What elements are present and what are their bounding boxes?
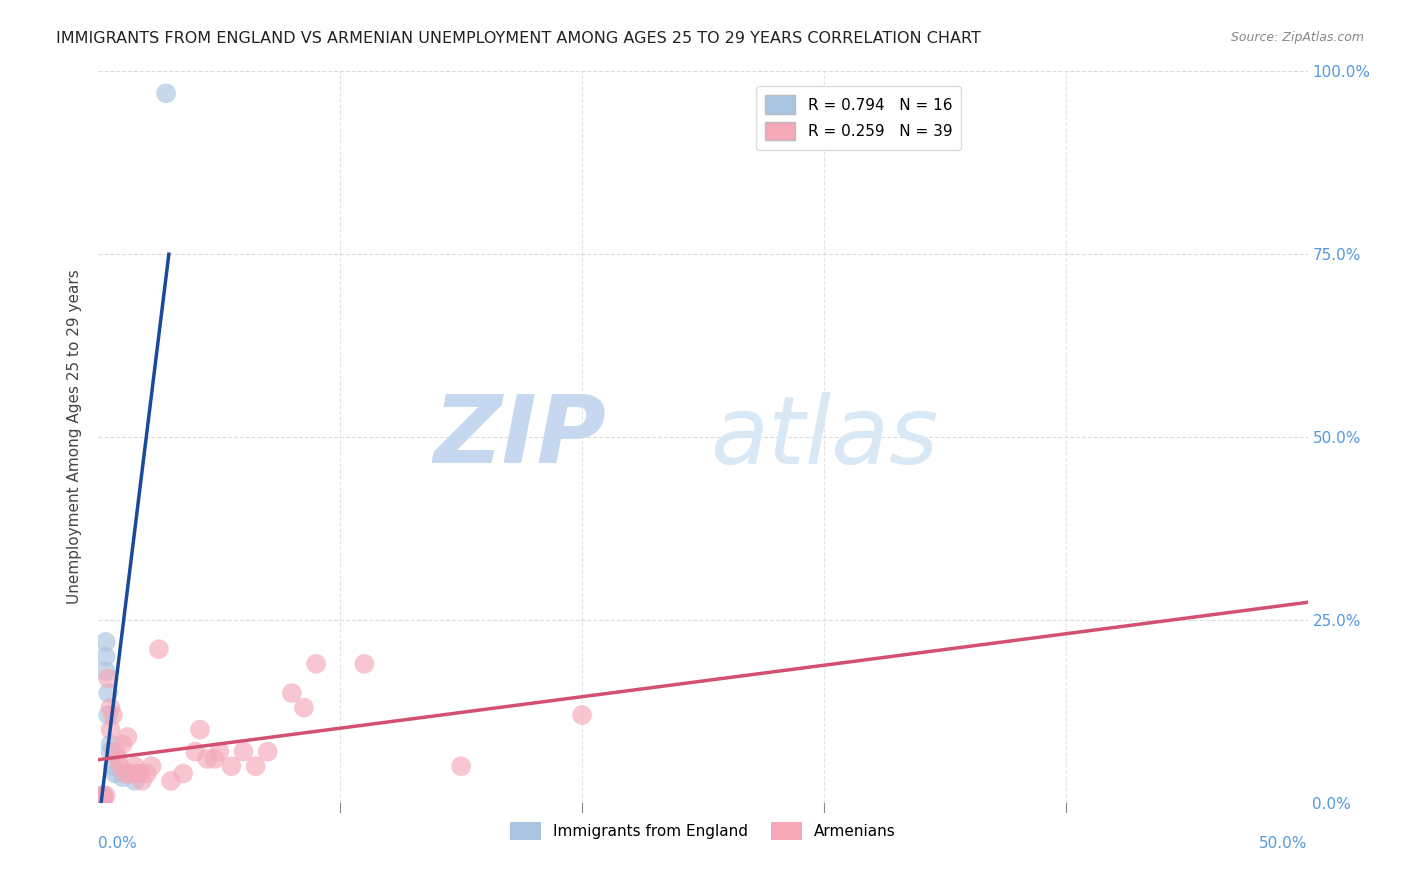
Point <box>111 770 134 784</box>
Text: ZIP: ZIP <box>433 391 606 483</box>
Point <box>208 745 231 759</box>
Point <box>91 792 114 806</box>
Point <box>305 657 328 671</box>
Text: 50.0%: 50.0% <box>1260 836 1308 851</box>
Point <box>124 773 146 788</box>
Point <box>90 792 112 806</box>
Point <box>94 664 117 678</box>
Point <box>184 745 207 759</box>
Text: Source: ZipAtlas.com: Source: ZipAtlas.com <box>1230 31 1364 45</box>
Point <box>90 792 112 806</box>
Point <box>117 730 139 744</box>
Point <box>450 759 472 773</box>
Point <box>127 766 149 780</box>
Point <box>188 723 211 737</box>
Point <box>195 752 218 766</box>
Point <box>232 745 254 759</box>
Text: atlas: atlas <box>710 392 938 483</box>
Point <box>256 745 278 759</box>
Point <box>172 766 194 780</box>
Point <box>100 723 122 737</box>
Point <box>97 686 120 700</box>
Point <box>128 766 150 780</box>
Point <box>131 773 153 788</box>
Point <box>108 759 131 773</box>
Point <box>571 708 593 723</box>
Point <box>94 649 117 664</box>
Point <box>97 708 120 723</box>
Point <box>101 708 124 723</box>
Point <box>97 672 120 686</box>
Point <box>204 752 226 766</box>
Point <box>91 789 114 803</box>
Point <box>101 759 124 773</box>
Point <box>91 789 114 803</box>
Point <box>107 752 129 766</box>
Point <box>94 635 117 649</box>
Point <box>91 792 114 806</box>
Point <box>100 745 122 759</box>
Point <box>100 700 122 714</box>
Point <box>124 759 146 773</box>
Point <box>90 789 112 803</box>
Point <box>292 700 315 714</box>
Point <box>118 766 141 780</box>
Text: 0.0%: 0.0% <box>98 836 138 851</box>
Point <box>104 745 127 759</box>
Point <box>94 789 117 803</box>
Point <box>353 657 375 671</box>
Point <box>100 737 122 751</box>
Point <box>148 642 170 657</box>
Y-axis label: Unemployment Among Ages 25 to 29 years: Unemployment Among Ages 25 to 29 years <box>67 269 83 605</box>
Point <box>155 87 177 101</box>
Point <box>141 759 163 773</box>
Point <box>104 766 127 780</box>
Point <box>221 759 243 773</box>
Text: IMMIGRANTS FROM ENGLAND VS ARMENIAN UNEMPLOYMENT AMONG AGES 25 TO 29 YEARS CORRE: IMMIGRANTS FROM ENGLAND VS ARMENIAN UNEM… <box>56 31 981 46</box>
Point <box>114 766 136 780</box>
Point <box>135 766 157 780</box>
Point <box>111 737 134 751</box>
Legend: Immigrants from England, Armenians: Immigrants from England, Armenians <box>505 815 901 847</box>
Point <box>245 759 267 773</box>
Point <box>160 773 183 788</box>
Point <box>281 686 304 700</box>
